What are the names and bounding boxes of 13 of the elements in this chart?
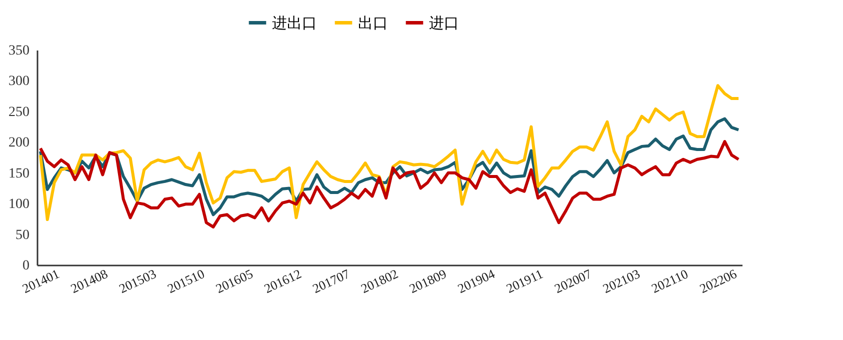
y-tick-label: 150: [8, 166, 30, 182]
y-tick-label: 250: [8, 104, 30, 120]
y-tick-label: 50: [16, 228, 30, 243]
legend-label: 进出口: [272, 14, 317, 32]
line-series: [38, 140, 740, 228]
y-tick-label: 100: [8, 197, 30, 212]
legend-label: 出口: [358, 14, 388, 32]
y-tick-label: 350: [8, 44, 30, 58]
y-tick-label: 200: [8, 136, 30, 151]
line-series: [38, 84, 740, 222]
y-tick-label: 0: [22, 258, 30, 274]
y-tick-label: 300: [8, 74, 30, 90]
legend-label: 进口: [429, 14, 459, 32]
